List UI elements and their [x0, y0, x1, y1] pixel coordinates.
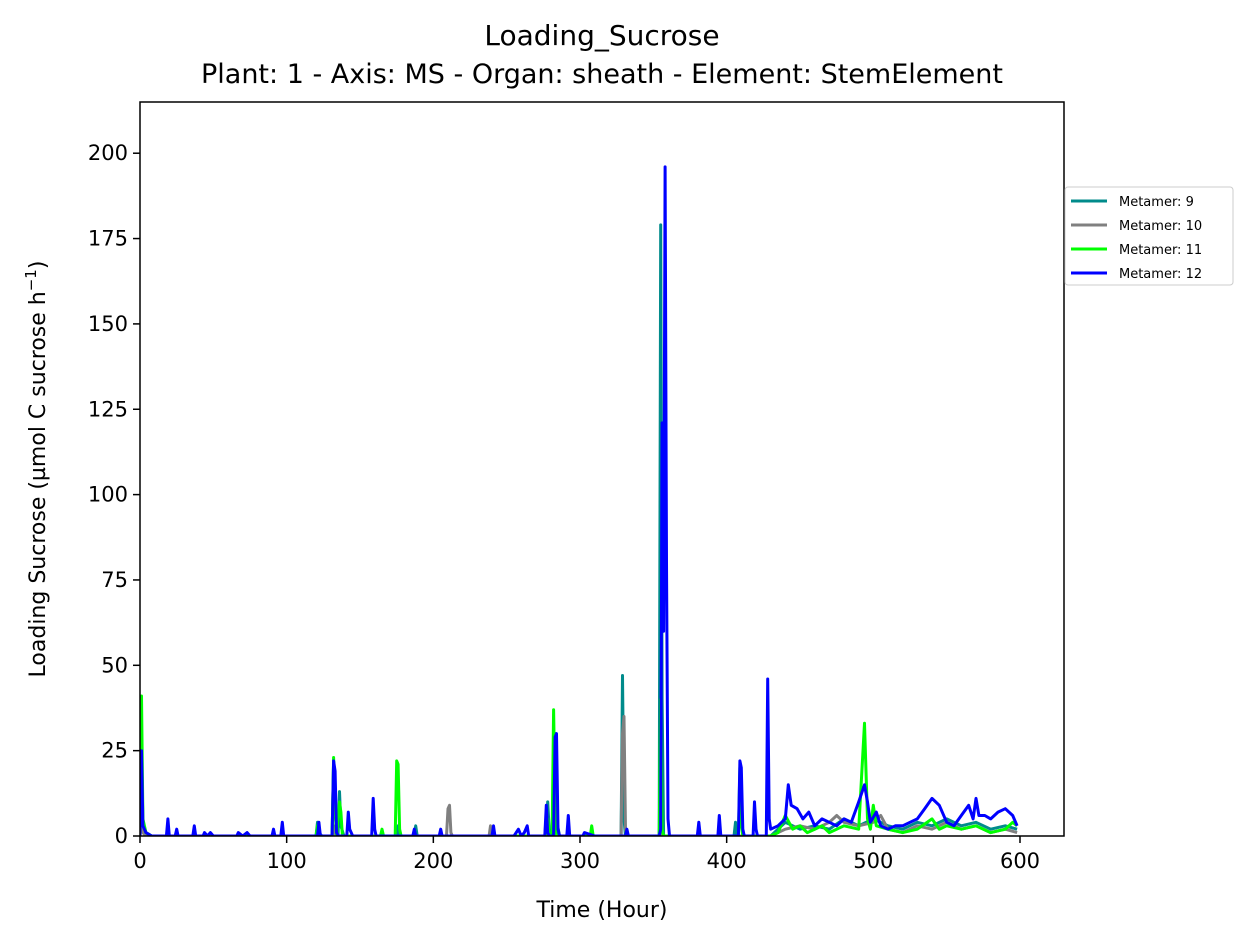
series-line-metamer-12: [140, 165, 1019, 836]
y-tick-label: 25: [101, 739, 128, 763]
y-tick-label: 50: [101, 653, 128, 677]
y-axis-label: Loading Sucrose (µmol C sucrose h−1): [22, 261, 51, 678]
x-tick-label: 600: [1000, 849, 1040, 873]
x-tick-label: 500: [853, 849, 893, 873]
series-line-metamer-11: [140, 694, 1019, 836]
y-tick-label: 200: [88, 141, 128, 165]
y-tick-label: 150: [88, 312, 128, 336]
y-axis-label-close: ): [26, 261, 51, 270]
legend-entry-label: Metamer: 12: [1119, 267, 1202, 282]
legend: Metamer: 9 Metamer: 10 Metamer: 11 Metamer:…: [1064, 186, 1234, 286]
series-line-metamer-9: [140, 223, 1018, 836]
legend-entry-label: Metamer: 10: [1119, 219, 1202, 234]
y-tick-label: 0: [115, 824, 128, 848]
x-tick-label: 300: [560, 849, 600, 873]
series-layer: [140, 165, 1019, 836]
y-tick-label: 75: [101, 568, 128, 592]
y-axis-label-superscript: −1: [22, 269, 40, 291]
x-tick-label: 400: [707, 849, 747, 873]
y-axis-ticks: 0 25 50 75 100 125 150 175 200: [88, 141, 140, 848]
chart-subtitle: Plant: 1 - Axis: MS - Organ: sheath - El…: [201, 59, 1003, 90]
legend-frame: [1064, 186, 1234, 286]
legend-entry-label: Metamer: 9: [1119, 195, 1194, 210]
x-axis-ticks: 0 100 200 300 400 500 600: [133, 836, 1040, 873]
legend-entry-label: Metamer: 11: [1119, 243, 1202, 258]
plot-frame: [139, 101, 1065, 837]
chart-title: Loading_Sucrose: [484, 19, 719, 52]
x-tick-label: 0: [133, 849, 146, 873]
y-tick-label: 175: [88, 227, 128, 251]
y-tick-label: 125: [88, 397, 128, 421]
series-line-metamer-10: [140, 715, 1018, 836]
x-tick-label: 100: [267, 849, 307, 873]
x-axis-label: Time (Hour): [536, 898, 668, 923]
y-axis-label-main: Loading Sucrose (µmol C sucrose h: [26, 291, 51, 677]
y-tick-label: 100: [88, 483, 128, 507]
x-tick-label: 200: [413, 849, 453, 873]
